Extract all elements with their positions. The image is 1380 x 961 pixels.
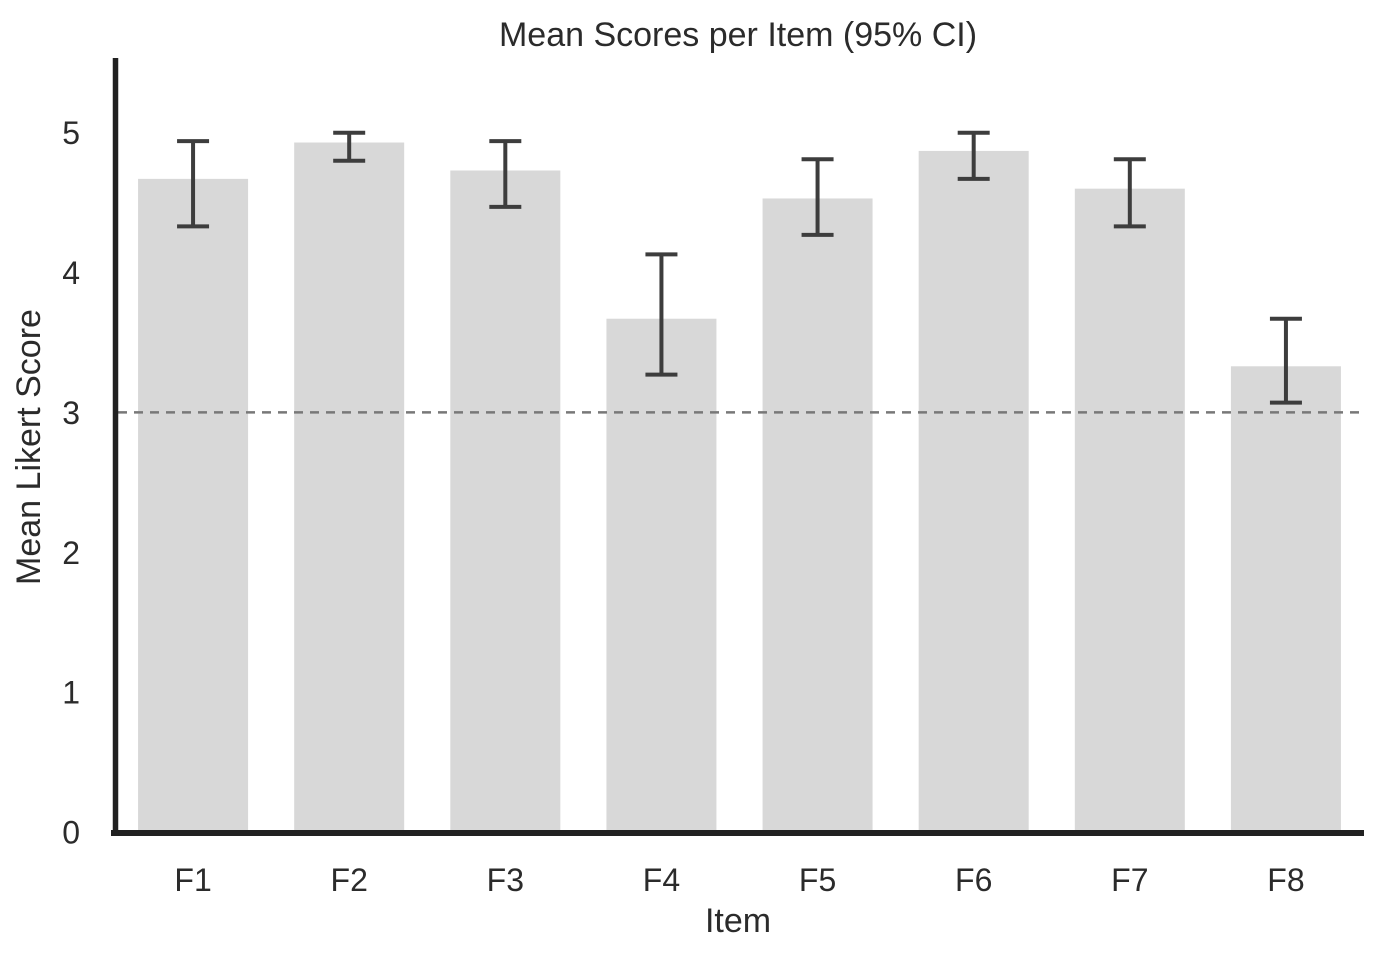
x-tick-label-F7: F7 <box>1111 862 1148 898</box>
bar-F3 <box>450 170 561 833</box>
bar-F7 <box>1074 188 1185 832</box>
bars-group <box>138 142 1341 833</box>
error-bar-F6 <box>957 130 990 181</box>
y-tick-label-0: 0 <box>62 815 80 851</box>
bar-F5 <box>762 198 873 833</box>
y-tick-label-1: 1 <box>62 675 80 711</box>
y-tick-labels-group: 0 1 2 3 4 5 <box>62 115 80 850</box>
error-bar-F8 <box>1269 316 1302 405</box>
error-bar-F7 <box>1113 157 1146 229</box>
x-axis-title: Item <box>705 902 771 940</box>
x-tick-label-F4: F4 <box>643 862 680 898</box>
error-bar-F1 <box>177 139 210 229</box>
bar-F6 <box>918 150 1029 832</box>
y-tick-label-5: 5 <box>62 115 80 151</box>
error-bars-group <box>177 130 1302 405</box>
error-bar-F2 <box>333 130 366 163</box>
x-tick-label-F8: F8 <box>1267 862 1304 898</box>
error-bar-F5 <box>801 157 834 237</box>
y-axis-title: Mean Likert Score <box>10 309 48 585</box>
bar-F8 <box>1230 366 1341 832</box>
x-tick-labels-group: F1 F2 F3 F4 F5 F6 F7 F8 <box>174 862 1304 898</box>
error-bar-F3 <box>489 139 522 209</box>
x-tick-label-F1: F1 <box>174 862 211 898</box>
x-tick-label-F5: F5 <box>799 862 836 898</box>
axis-spines-group <box>111 58 1364 836</box>
error-bar-F4 <box>645 252 678 377</box>
y-tick-label-4: 4 <box>62 255 80 291</box>
x-tick-label-F6: F6 <box>955 862 992 898</box>
bar-F1 <box>138 178 249 832</box>
bar-F2 <box>294 142 405 833</box>
y-tick-label-3: 3 <box>62 395 80 431</box>
x-tick-label-F2: F2 <box>331 862 368 898</box>
x-tick-label-F3: F3 <box>487 862 524 898</box>
chart-title: Mean Scores per Item (95% CI) <box>499 16 977 54</box>
y-tick-label-2: 2 <box>62 535 80 571</box>
bar-F4 <box>606 318 717 832</box>
